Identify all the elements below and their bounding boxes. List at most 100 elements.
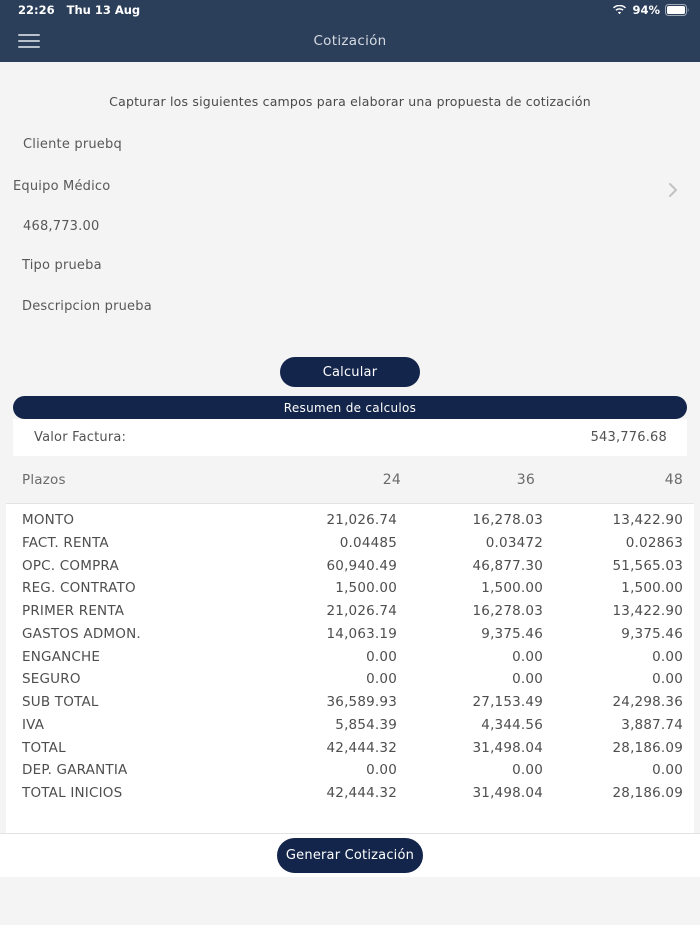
row-value-36: 9,375.46 (481, 625, 543, 642)
menu-icon[interactable] (18, 34, 40, 48)
invoice-value: 543,776.68 (590, 430, 667, 445)
status-left: 22:26 Thu 13 Aug (10, 3, 140, 17)
row-label: FACT. RENTA (22, 534, 109, 551)
term-24: 24 (382, 471, 401, 488)
footer-button-strip: Generar Cotización (0, 832, 700, 877)
row-value-36: 0.00 (512, 648, 543, 665)
row-label: DEP. GARANTIA (22, 762, 128, 779)
row-value-24: 0.00 (366, 648, 397, 665)
row-label: TOTAL INICIOS (22, 785, 123, 801)
row-label: SEGURO (22, 671, 81, 688)
row-value-24: 36,589.93 (326, 694, 397, 710)
row-value-48: 0.00 (652, 648, 683, 665)
table-row: IVA 5,854.39 4,344.56 3,887.74 (22, 714, 683, 737)
terms-header-row: Plazos 24 36 48 (0, 456, 700, 503)
table-row: GASTOS ADMON. 14,063.19 9,375.46 9,375.4… (22, 623, 683, 646)
table-row: MONTO 21,026.74 16,278.03 13,422.90 (22, 509, 683, 532)
row-value-36: 0.00 (512, 762, 543, 779)
row-label: GASTOS ADMON. (22, 625, 141, 642)
row-value-24: 21,026.74 (326, 512, 397, 528)
row-label: ENGANCHE (22, 648, 101, 665)
row-value-24: 42,444.32 (326, 785, 397, 801)
row-value-36: 0.03472 (485, 534, 543, 551)
table-row: ENGANCHE 0.00 0.00 0.00 (22, 646, 683, 669)
table-row: SEGURO 0.00 0.00 0.00 (22, 668, 683, 691)
type-field[interactable]: Tipo prueba (22, 258, 102, 273)
row-value-36: 1,500.00 (481, 580, 543, 597)
row-value-36: 4,344.56 (481, 716, 543, 733)
row-label: MONTO (22, 512, 75, 528)
row-value-48: 0.00 (652, 762, 683, 779)
row-value-36: 0.00 (512, 671, 543, 688)
description-field[interactable]: Descripcion prueba (22, 299, 152, 314)
row-value-36: 31,498.04 (472, 785, 543, 801)
nav-bar: Cotización (0, 20, 700, 62)
row-value-48: 28,186.09 (612, 739, 683, 756)
status-date: Thu 13 Aug (66, 3, 141, 17)
table-row: OPC. COMPRA 60,940.49 46,877.30 51,565.0… (22, 555, 683, 578)
row-label: OPC. COMPRA (22, 557, 119, 574)
row-value-36: 27,153.49 (472, 694, 543, 710)
table-row: PRIMER RENTA 21,026.74 16,278.03 13,422.… (22, 600, 683, 623)
battery-icon (665, 4, 690, 16)
content: Capturar los siguientes campos para elab… (0, 62, 700, 934)
table-row: REG. CONTRATO 1,500.00 1,500.00 1,500.00 (22, 577, 683, 600)
chevron-right-icon (668, 182, 678, 197)
row-value-24: 1,500.00 (335, 580, 397, 597)
terms-header-label: Plazos (22, 471, 66, 488)
row-value-48: 3,887.74 (621, 716, 683, 733)
row-label: SUB TOTAL (22, 694, 99, 710)
calculation-table: MONTO 21,026.74 16,278.03 13,422.90 FACT… (6, 503, 694, 833)
status-time: 22:26 (18, 3, 55, 17)
row-value-24: 42,444.32 (326, 739, 397, 756)
status-right: 94% (612, 3, 690, 17)
row-value-24: 5,854.39 (335, 716, 397, 733)
row-value-48: 0.02863 (625, 534, 683, 551)
term-36: 36 (516, 471, 535, 488)
page-title: Cotización (313, 33, 387, 49)
invoice-label: Valor Factura: (34, 430, 127, 445)
row-value-24: 0.04485 (339, 534, 397, 551)
bottom-gap (0, 877, 700, 925)
term-48: 48 (664, 471, 683, 488)
row-value-48: 13,422.90 (612, 512, 683, 528)
row-value-36: 31,498.04 (472, 739, 543, 756)
generate-quote-button[interactable]: Generar Cotización (277, 837, 423, 873)
calculate-button[interactable]: Calcular (280, 357, 420, 387)
equipment-picker[interactable]: Equipo Médico (0, 179, 700, 197)
instruction-text: Capturar los siguientes campos para elab… (109, 94, 591, 109)
row-value-36: 16,278.03 (472, 512, 543, 528)
row-label: TOTAL (22, 739, 66, 756)
row-label: IVA (22, 716, 45, 733)
row-value-36: 16,278.03 (472, 603, 543, 619)
row-value-48: 1,500.00 (621, 580, 683, 597)
table-row: FACT. RENTA 0.04485 0.03472 0.02863 (22, 532, 683, 555)
table-row: DEP. GARANTIA 0.00 0.00 0.00 (22, 759, 683, 782)
row-value-24: 14,063.19 (326, 625, 397, 642)
table-row: TOTAL 42,444.32 31,498.04 28,186.09 (22, 737, 683, 760)
row-value-24: 0.00 (366, 671, 397, 688)
summary-header: Resumen de calculos (13, 396, 687, 419)
row-value-24: 60,940.49 (326, 557, 397, 574)
row-label: REG. CONTRATO (22, 580, 136, 597)
row-value-48: 9,375.46 (621, 625, 683, 642)
row-value-48: 13,422.90 (612, 603, 683, 619)
row-label: PRIMER RENTA (22, 603, 125, 619)
row-value-48: 28,186.09 (612, 785, 683, 801)
amount-field[interactable]: 468,773.00 (23, 219, 100, 234)
wifi-icon (612, 4, 627, 16)
bottom-strip (0, 924, 700, 934)
equipment-picker-value: Equipo Médico (13, 179, 111, 194)
battery-percentage: 94% (632, 3, 660, 17)
client-field[interactable]: Cliente pruebq (23, 137, 122, 152)
row-value-24: 21,026.74 (326, 603, 397, 619)
row-value-36: 46,877.30 (472, 557, 543, 574)
invoice-value-row: Valor Factura: 543,776.68 (13, 419, 687, 456)
table-row: SUB TOTAL 36,589.93 27,153.49 24,298.36 (22, 691, 683, 714)
row-value-48: 51,565.03 (612, 557, 683, 574)
table-row: TOTAL INICIOS 42,444.32 31,498.04 28,186… (22, 782, 683, 805)
row-value-48: 24,298.36 (612, 694, 683, 710)
row-value-24: 0.00 (366, 762, 397, 779)
status-bar: 22:26 Thu 13 Aug 94% (0, 0, 700, 20)
row-value-48: 0.00 (652, 671, 683, 688)
